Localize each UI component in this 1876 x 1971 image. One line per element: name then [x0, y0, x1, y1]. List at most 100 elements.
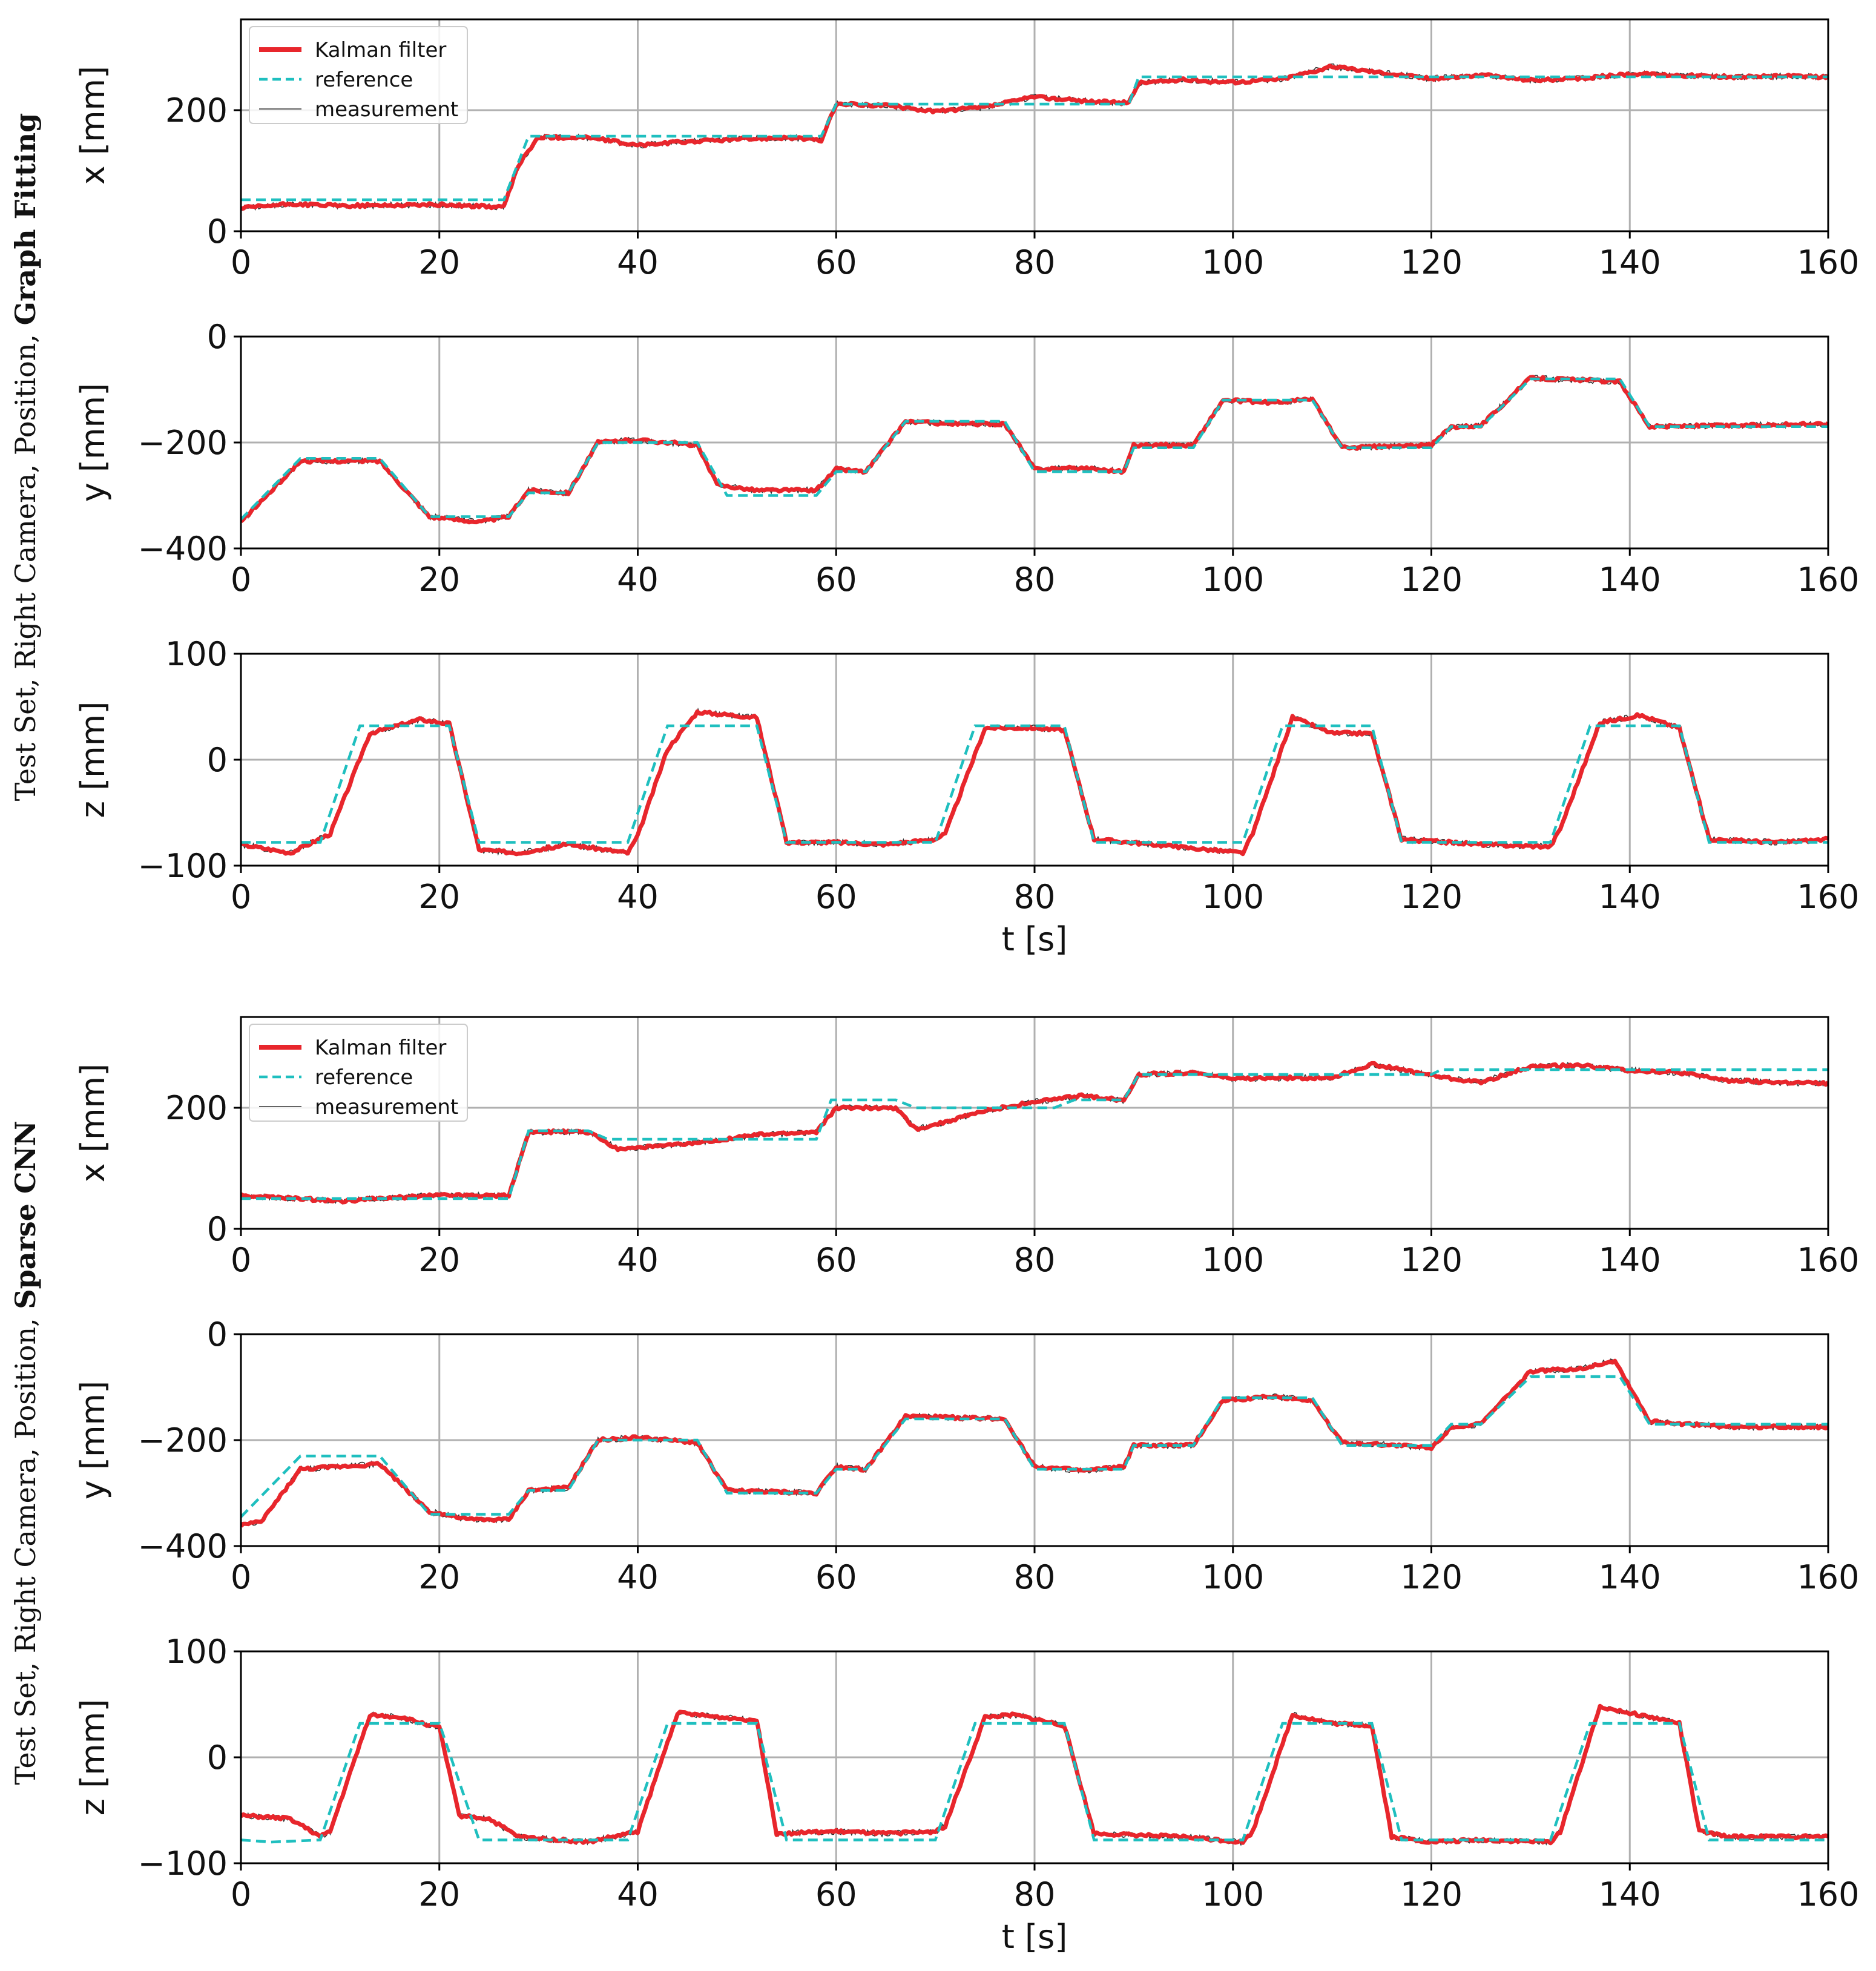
y-tick-label: 0 [207, 1739, 228, 1777]
y-axis-label: z [mm] [74, 1699, 112, 1816]
legend-box [249, 1024, 468, 1122]
series-group [241, 707, 1828, 857]
x-tick-label: 160 [1797, 1875, 1859, 1913]
y-tick-label: 0 [207, 741, 228, 779]
kalman-filter-line [241, 64, 1828, 211]
x-tick-label: 0 [231, 243, 251, 281]
panel-y: 0 20 40 60 80 100 120 140 160 −400 −200 0 y [mm] [74, 318, 1860, 599]
legend-label: measurement [315, 1095, 458, 1119]
y-tick-label: −400 [138, 530, 228, 568]
series-group [241, 63, 1828, 211]
block-title: Test Set, Right Camera, Position, Sparse… [9, 1120, 42, 1785]
x-tick-label: 60 [815, 561, 857, 599]
x-tick-label: 140 [1599, 1875, 1661, 1913]
legend-label: Kalman filter [315, 1036, 446, 1060]
x-tick-label: 140 [1599, 561, 1661, 599]
x-tick-label: 40 [617, 561, 659, 599]
x-tick-label: 40 [617, 243, 659, 281]
x-axis-label: t [s] [1002, 920, 1068, 958]
y-tick-label: 100 [165, 1633, 228, 1671]
kalman-filter-line [241, 709, 1828, 857]
x-tick-label: 120 [1400, 1241, 1463, 1279]
y-tick-label: 100 [165, 635, 228, 673]
x-tick-label: 0 [231, 878, 251, 916]
x-tick-label: 100 [1202, 561, 1264, 599]
grid [240, 1650, 1829, 1864]
x-tick-label: 20 [418, 561, 460, 599]
x-tick-label: 60 [815, 1558, 857, 1596]
y-tick-label: 200 [165, 91, 228, 130]
x-tick-label: 40 [617, 1558, 659, 1596]
y-tick-label: −400 [138, 1527, 228, 1565]
x-tick-label: 160 [1797, 1558, 1859, 1596]
legend-label: measurement [315, 97, 458, 122]
x-tick-label: 60 [815, 1241, 857, 1279]
figure-block-2: Test Set, Right Camera, Position, Sparse… [9, 1016, 1860, 1956]
x-tick-label: 20 [418, 878, 460, 916]
panel-y: 0 20 40 60 80 100 120 140 160 −400 −200 0 y [mm] [74, 1315, 1860, 1596]
legend-label: Kalman filter [315, 38, 446, 62]
x-tick-label: 40 [617, 878, 659, 916]
x-tick-label: 20 [418, 1875, 460, 1913]
y-tick-label: −200 [138, 424, 228, 462]
legend: Kalman filter reference measurement [249, 26, 468, 124]
kalman-filter-line [241, 1061, 1828, 1205]
x-tick-label: 60 [815, 1875, 857, 1913]
x-tick-label: 140 [1599, 1558, 1661, 1596]
x-tick-label: 100 [1202, 878, 1264, 916]
kalman-filter-line [241, 1703, 1828, 1846]
x-tick-label: 140 [1599, 243, 1661, 281]
x-tick-label: 0 [231, 1558, 251, 1596]
x-tick-label: 80 [1014, 561, 1056, 599]
y-tick-label: 0 [207, 1210, 228, 1248]
x-tick-label: 120 [1400, 878, 1463, 916]
kalman-filter-line [241, 1358, 1828, 1528]
reference-line [241, 1375, 1828, 1518]
x-tick-label: 100 [1202, 1875, 1264, 1913]
x-tick-label: 100 [1202, 1241, 1264, 1279]
x-tick-label: 0 [231, 561, 251, 599]
series-group [241, 375, 1828, 525]
y-tick-label: −100 [138, 1844, 228, 1883]
reference-line [241, 724, 1828, 844]
x-tick-label: 80 [1014, 1875, 1056, 1913]
series-group [241, 1061, 1828, 1205]
x-tick-label: 160 [1797, 1241, 1859, 1279]
figure-block-1: Test Set, Right Camera, Position, Graph … [9, 18, 1860, 958]
x-tick-label: 100 [1202, 243, 1264, 281]
legend: Kalman filter reference measurement [249, 1024, 468, 1122]
series-group [241, 1358, 1828, 1528]
y-axis-label: y [mm] [74, 383, 112, 502]
grid [240, 653, 1829, 867]
legend-box [249, 26, 468, 124]
x-tick-label: 20 [418, 1241, 460, 1279]
x-tick-label: 0 [231, 1875, 251, 1913]
x-tick-label: 20 [418, 1558, 460, 1596]
y-tick-label: 200 [165, 1089, 228, 1127]
x-tick-label: 160 [1797, 561, 1859, 599]
block-title-plain: Test Set, Right Camera, Position, [9, 1309, 42, 1785]
grid [240, 19, 1829, 232]
y-tick-label: 0 [207, 1315, 228, 1354]
block-title-method: Sparse CNN [9, 1120, 42, 1309]
x-tick-label: 80 [1014, 878, 1056, 916]
x-tick-label: 60 [815, 878, 857, 916]
x-tick-label: 80 [1014, 243, 1056, 281]
x-tick-label: 40 [617, 1241, 659, 1279]
x-tick-label: 80 [1014, 1558, 1056, 1596]
block-title-method: Graph Fitting [9, 113, 42, 326]
x-tick-label: 120 [1400, 1558, 1463, 1596]
series-group [241, 1703, 1828, 1846]
x-tick-label: 120 [1400, 561, 1463, 599]
reference-line [241, 1722, 1828, 1844]
block-title: Test Set, Right Camera, Position, Graph … [9, 113, 42, 801]
x-tick-label: 160 [1797, 243, 1859, 281]
y-tick-label: −200 [138, 1421, 228, 1459]
reference-line [241, 75, 1828, 202]
reference-line [241, 1068, 1828, 1200]
x-tick-label: 60 [815, 243, 857, 281]
x-tick-label: 40 [617, 1875, 659, 1913]
y-axis-label: x [mm] [74, 66, 112, 185]
